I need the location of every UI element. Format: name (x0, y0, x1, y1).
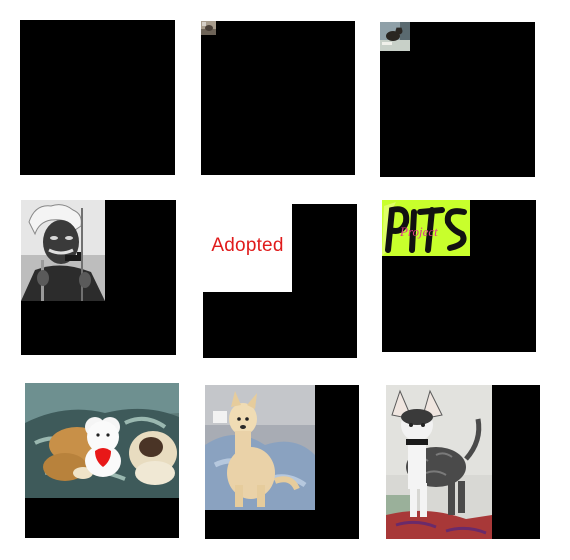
image-tile-3[interactable] (380, 22, 535, 177)
image-tile-9[interactable] (386, 385, 540, 539)
bw-portrait-thumbnail (21, 200, 105, 301)
light-dog-on-blanket-thumbnail (205, 385, 315, 510)
tiny-cat-thumbnail (201, 21, 216, 35)
image-tile-8[interactable] (205, 385, 359, 539)
small-cat-thumbnail (380, 22, 410, 51)
image-tile-7[interactable] (25, 383, 179, 538)
pits-project-logo: Project (382, 200, 470, 256)
adopted-label: Adopted (211, 235, 284, 256)
image-tile-4[interactable] (21, 200, 176, 355)
cats-with-teddy-bear-thumbnail (25, 383, 179, 498)
svg-text:Project: Project (399, 224, 438, 239)
image-tile-2[interactable] (201, 21, 355, 175)
image-tile-5[interactable]: Adopted (203, 204, 357, 358)
adopted-badge-thumbnail: Adopted (203, 204, 292, 292)
curly-cat-thumbnail (386, 385, 492, 539)
image-tile-1[interactable] (20, 20, 175, 175)
image-tile-6[interactable]: Project (382, 200, 536, 352)
